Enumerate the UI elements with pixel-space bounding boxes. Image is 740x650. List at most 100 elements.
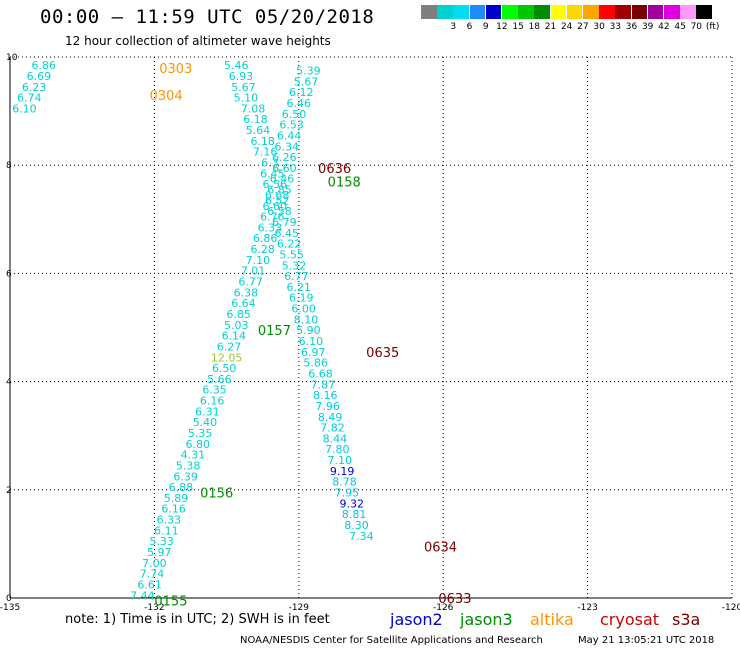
wave-height-value: 7.87 [311,378,336,391]
wave-height-value: 6.93 [229,70,254,83]
legend-swatch [453,5,469,19]
legend-swatch [421,5,437,19]
legend-label: 18 [528,22,541,32]
wave-height-value: 6.46 [287,97,312,110]
wave-height-value: 6.77 [284,270,309,283]
legend-label: 15 [512,22,524,32]
legend-label: 21 [544,22,557,32]
satellite-name: altika [530,610,574,629]
wave-height-value: 4.31 [181,449,206,462]
legend-swatch [631,5,648,19]
legend-label: 6 [466,22,473,32]
wave-height-value: 7.10 [327,454,352,467]
wave-height-value: 6.31 [195,405,220,418]
wave-height-value: 6.56 [262,178,287,191]
lat-tick-label: 6 [6,269,12,279]
wave-height-value: 7.96 [315,400,340,413]
legend-label: 3 [450,22,457,32]
wave-height-value: 8.44 [323,432,348,445]
wave-height-value: 6.79 [272,216,297,229]
wave-height-value: 5.38 [176,459,201,472]
wave-height-value: 7.10 [246,254,271,267]
satellite-name: cryosat [600,610,660,629]
wave-height-value: 6.50 [212,362,237,375]
wave-height-value: 8.10 [294,313,319,326]
wave-height-value: 7.95 [335,487,360,500]
wave-height-value: 6.10 [299,335,324,348]
wave-height-value: 7.00 [142,557,167,570]
wave-height-value: 6.45 [260,167,285,180]
satellite-name: jason2 [390,610,443,629]
wave-height-value: 6.64 [231,297,256,310]
wave-height-value: 6.16 [200,395,225,408]
wave-height-value: 6.14 [222,330,247,343]
legend-unit: (ft) [705,22,720,32]
legend-swatch [534,5,550,19]
pass-id-label: 0304 [150,89,183,104]
wave-height-value: 8.78 [332,476,357,489]
pass-id-label: 0634 [424,541,457,556]
wave-height-value: 6.22 [277,238,302,251]
legend-swatch [664,5,680,19]
wave-height-value: 8.81 [342,508,367,521]
wave-height-value: 6.58 [267,205,292,218]
legend-label: 70 [690,22,703,32]
satellite-name: jason3 [460,610,513,629]
generated-timestamp: May 21 13:05:21 UTC 2018 [578,635,715,646]
legend-swatch [550,5,567,19]
wave-height-value: 6.60 [272,162,297,175]
lat-tick-label: 8 [6,161,12,171]
lat-tick-label: 4 [6,378,12,388]
pass-id-label: 0157 [258,324,291,339]
lon-tick-label: -120 [722,603,740,613]
wave-height-value: 6.60 [262,200,287,213]
wave-height-value: 6.35 [202,384,227,397]
legend-swatch [680,5,696,19]
wave-height-value: 6.76 [260,211,285,224]
wave-height-value: 5.35 [188,427,213,440]
wave-height-value: 5.86 [303,357,328,370]
wave-height-value: 5.67 [231,81,256,94]
footer-note: note: 1) Time is in UTC; 2) SWH is in fe… [65,612,330,627]
wave-height-value: 6.86 [31,59,56,72]
wave-height-value: 7.16 [253,146,278,159]
wave-height-value: 8.30 [344,519,369,532]
wave-height-value: 6.39 [173,470,198,483]
wave-height-value: 7.01 [241,265,266,278]
legend-swatch [615,5,631,19]
pass-id-label: 0156 [200,487,233,502]
legend-label: 33 [609,22,622,32]
page-title: 00:00 – 11:59 UTC 05/20/2018 [40,6,375,28]
pass-id-label: 0155 [154,595,187,610]
wave-height-value: 6.16 [161,503,186,516]
wave-height-value: 6.18 [243,113,268,126]
wave-height-value: 6.77 [238,276,263,289]
wave-height-value: 7.34 [349,530,374,543]
wave-height-value: 5.89 [164,492,189,505]
wave-height-value: 5.40 [193,416,218,429]
pass-id-label: 0635 [366,346,399,361]
wave-height-value: 6.21 [287,281,312,294]
wave-height-value: 8.49 [318,411,343,424]
wave-height-value: 6.27 [217,340,242,353]
wave-height-value: 6.10 [12,102,37,115]
legend-label: 45 [674,22,686,32]
wave-height-value: 6.85 [267,184,292,197]
wave-height-value: 6.88 [169,481,194,494]
lat-tick-label: 2 [6,486,12,496]
wave-height-value: 5.97 [147,546,172,559]
wave-height-value: 6.18 [250,135,275,148]
wave-height-value: 6.12 [289,86,314,99]
wave-height-value: 6.85 [226,308,251,321]
wave-height-value: 5.66 [207,373,232,386]
wave-height-value: 6.46 [270,173,295,186]
wave-height-value: 6.45 [275,227,300,240]
wave-height-value: 6.44 [277,129,302,142]
pass-id-label: 0633 [438,592,471,607]
wave-height-value: 7.08 [241,102,266,115]
wave-height-value: 6.68 [308,367,333,380]
legend-label: 12 [496,22,508,32]
satellite-name: s3a [672,610,701,629]
wave-height-value: 5.03 [224,319,249,332]
